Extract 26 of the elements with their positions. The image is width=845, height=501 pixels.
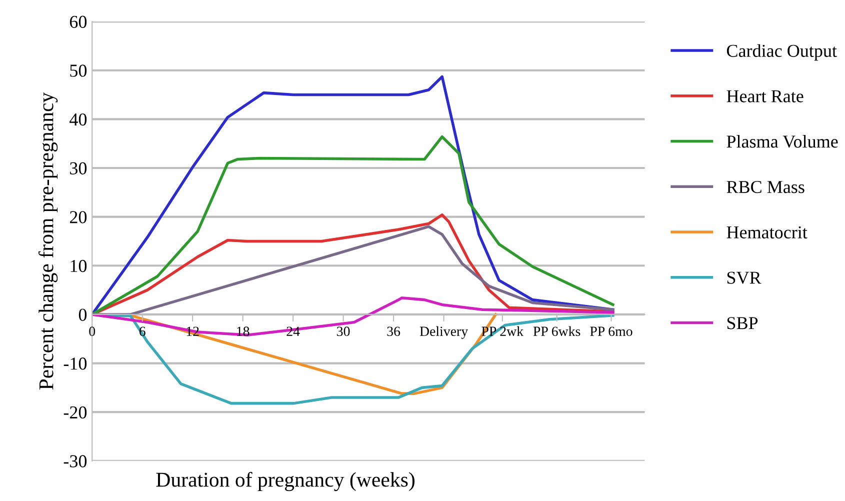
y-tick-label: 40 [70, 113, 87, 126]
y-tick-label: -30 [64, 455, 87, 468]
x-tick-label: Delivery [420, 326, 468, 339]
y-tick-label: 0 [78, 308, 87, 321]
y-tick-label: 60 [70, 16, 87, 28]
y-tick-label: 10 [70, 260, 87, 272]
legend-label: SVR [727, 272, 762, 284]
y-tick-label: 50 [70, 64, 87, 77]
x-tick-label: 0 [89, 326, 96, 336]
x-tick-label: 36 [387, 326, 400, 336]
y-tick-label: 20 [70, 211, 87, 224]
y-tick-label: -20 [64, 406, 87, 419]
x-tick-label: PP 6mo [590, 326, 632, 336]
legend-label: RBC Mass [726, 180, 804, 194]
legend-label: Cardiac Output [726, 44, 837, 61]
y-tick-label: -10 [64, 358, 87, 370]
x-tick-label: PP 6wks [533, 326, 580, 336]
y-axis-title: Percent change from pre-pregnancy [38, 92, 58, 390]
legend-label: SBP [727, 317, 758, 330]
legend-label: Plasma Volume [726, 135, 838, 148]
legend-label: Heart Rate [726, 90, 804, 102]
x-axis-title: Duration of pregnancy (weeks) [156, 472, 414, 492]
line-series [92, 135, 614, 316]
legend-label: Hematocrit [726, 226, 808, 238]
y-tick-label: 30 [70, 162, 87, 174]
x-tick-label: 30 [337, 326, 350, 336]
